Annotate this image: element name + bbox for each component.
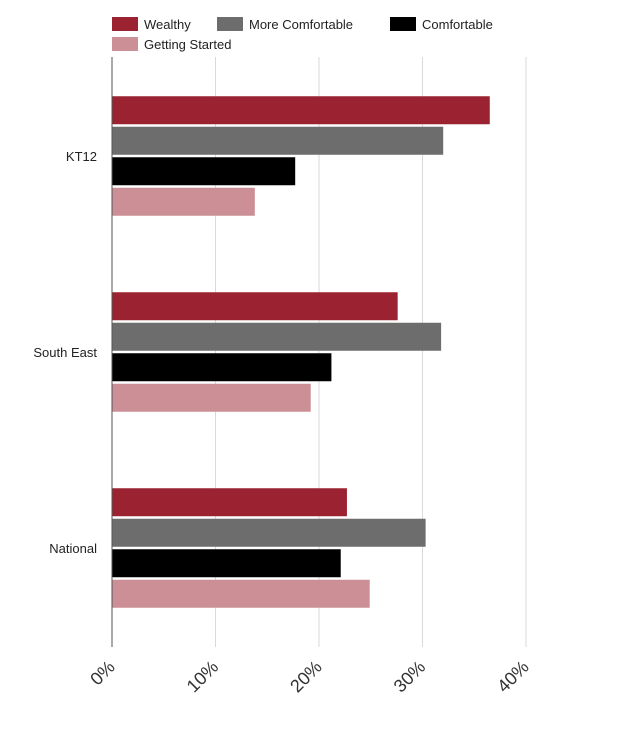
bar	[112, 187, 255, 216]
legend-item: Wealthy	[112, 16, 191, 32]
x-tick-label: 30%	[390, 657, 430, 697]
legend-item: More Comfortable	[217, 16, 353, 32]
category-label: South East	[33, 345, 97, 360]
legend-label: Getting Started	[144, 36, 232, 52]
bar	[112, 488, 347, 517]
legend-label: More Comfortable	[249, 16, 354, 32]
bar	[112, 549, 341, 578]
legend-swatch	[217, 17, 243, 31]
bar	[112, 96, 490, 125]
x-tick-label: 0%	[86, 657, 119, 690]
legend-swatch	[112, 37, 138, 51]
legend-label: Wealthy	[144, 16, 191, 32]
bar	[112, 126, 444, 155]
x-tick-label: 40%	[493, 657, 533, 697]
legend-label: Comfortable	[422, 16, 493, 32]
bar	[112, 518, 426, 547]
bar	[112, 353, 332, 382]
legend-item: Comfortable	[390, 16, 493, 32]
bar	[112, 579, 370, 608]
bar	[112, 292, 398, 321]
category-label: KT12	[66, 149, 97, 164]
bar	[112, 157, 296, 186]
bar	[112, 383, 311, 412]
legend-swatch	[112, 17, 138, 31]
x-tick-label: 20%	[286, 657, 326, 697]
legend-item: Getting Started	[112, 36, 231, 52]
legend-swatch	[390, 17, 416, 31]
bar	[112, 322, 442, 351]
category-label: National	[49, 541, 97, 556]
x-tick-label: 10%	[183, 657, 223, 697]
